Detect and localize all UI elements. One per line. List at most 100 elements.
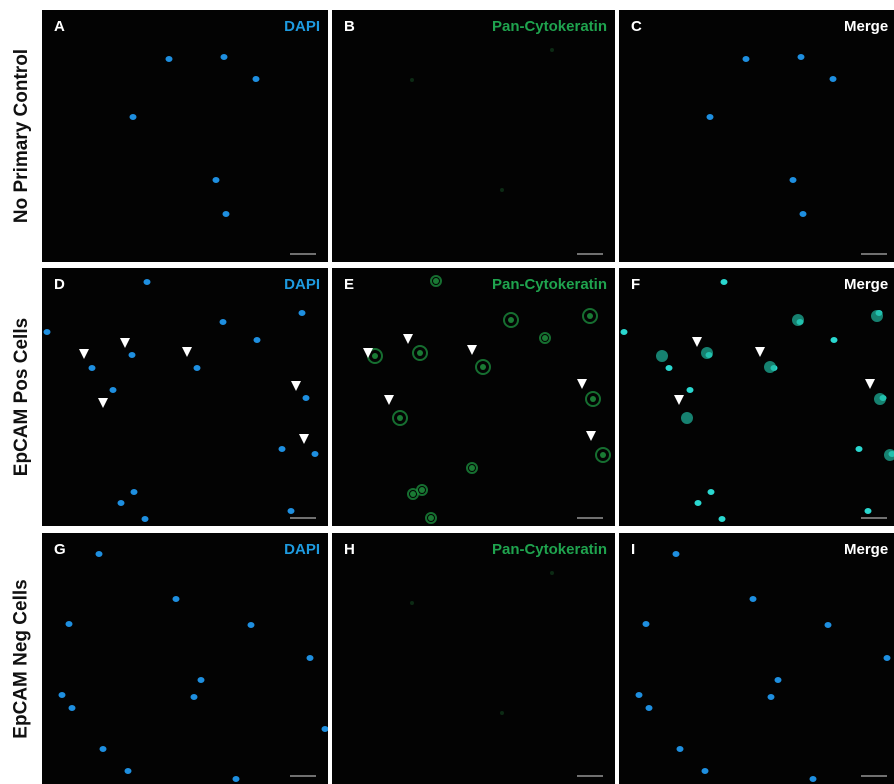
cell-core [397, 415, 403, 421]
micrograph [332, 10, 615, 262]
panel-letter: I [631, 541, 635, 558]
row-label: EpCAM Neg Cells [2, 533, 42, 784]
micrograph [42, 268, 328, 526]
row-label-text: No Primary Control [11, 49, 33, 223]
nucleus [130, 114, 137, 120]
nucleus [695, 500, 702, 506]
nucleus [702, 768, 709, 774]
nucleus [810, 776, 817, 782]
nucleus [221, 54, 228, 60]
nucleus [220, 319, 227, 325]
nucleus [288, 508, 295, 514]
cell-glow [884, 449, 894, 461]
cell-core [428, 515, 434, 521]
micrograph [332, 268, 615, 526]
nucleus [798, 54, 805, 60]
arrowhead [467, 345, 477, 355]
nucleus [131, 489, 138, 495]
micrograph [42, 10, 328, 262]
nucleus [191, 694, 198, 700]
nucleus [44, 329, 51, 335]
nucleus [646, 705, 653, 711]
channel-label: Merge [844, 276, 888, 293]
micrograph [619, 10, 894, 262]
arrowhead [291, 381, 301, 391]
channel-label: Pan-Cytokeratin [492, 541, 607, 558]
cell-core [419, 487, 425, 493]
arrowhead [363, 348, 373, 358]
row-label: No Primary Control [2, 10, 42, 262]
micrograph-panel: B Pan-Cytokeratin [332, 10, 615, 262]
cell-core [410, 491, 416, 497]
nucleus [708, 489, 715, 495]
faint-spot [500, 711, 504, 715]
channel-label: DAPI [284, 541, 320, 558]
nucleus [194, 365, 201, 371]
cell-glow [874, 393, 886, 405]
nucleus [118, 500, 125, 506]
nucleus [59, 692, 66, 698]
cell-core [372, 353, 378, 359]
panel-letter: B [344, 18, 355, 35]
nucleus [636, 692, 643, 698]
nucleus [865, 508, 872, 514]
micrograph [332, 533, 615, 784]
micrograph-panel: H Pan-Cytokeratin [332, 533, 615, 784]
nucleus [721, 279, 728, 285]
arrowhead [182, 347, 192, 357]
nucleus [110, 387, 117, 393]
nucleus [198, 677, 205, 683]
arrowhead [299, 434, 309, 444]
micrograph-panel: ADAPI [42, 10, 328, 262]
row-label: EpCAM Pos Cells [2, 268, 42, 526]
nucleus [166, 56, 173, 62]
nucleus [768, 694, 775, 700]
arrowhead [120, 338, 130, 348]
cell-core [469, 465, 475, 471]
nucleus [831, 337, 838, 343]
nucleus [223, 211, 230, 217]
cell-core [433, 278, 439, 284]
cell-glow [681, 412, 693, 424]
panel-letter: E [344, 276, 354, 293]
row-label-text: EpCAM Pos Cells [11, 318, 33, 476]
nucleus [884, 655, 891, 661]
cell-core [590, 396, 596, 402]
nucleus [743, 56, 750, 62]
faint-spot [410, 78, 414, 82]
nucleus [322, 726, 329, 732]
panel-letter: H [344, 541, 355, 558]
nucleus [800, 211, 807, 217]
panel-letter: F [631, 276, 640, 293]
nucleus [213, 177, 220, 183]
cell-glow [871, 310, 883, 322]
cell-core [480, 364, 486, 370]
nucleus [173, 596, 180, 602]
cell-core [542, 335, 548, 341]
channel-label: Pan-Cytokeratin [492, 276, 607, 293]
arrowhead [384, 395, 394, 405]
micrograph [619, 533, 894, 784]
nucleus [96, 551, 103, 557]
channel-label: DAPI [284, 276, 320, 293]
faint-spot [500, 188, 504, 192]
panel-letter: A [54, 18, 65, 35]
nucleus [89, 365, 96, 371]
nucleus [307, 655, 314, 661]
channel-label: Pan-Cytokeratin [492, 18, 607, 35]
micrograph [619, 268, 894, 526]
nucleus [233, 776, 240, 782]
panel-letter: C [631, 18, 642, 35]
panel-letter: G [54, 541, 66, 558]
nucleus [775, 677, 782, 683]
cell-glow [656, 350, 668, 362]
nucleus [144, 279, 151, 285]
faint-spot [550, 48, 554, 52]
nucleus [254, 337, 261, 343]
nucleus [666, 365, 673, 371]
figure: No Primary ControlADAPIBPan-CytokeratinC… [0, 0, 894, 784]
arrowhead [865, 379, 875, 389]
nucleus [643, 621, 650, 627]
